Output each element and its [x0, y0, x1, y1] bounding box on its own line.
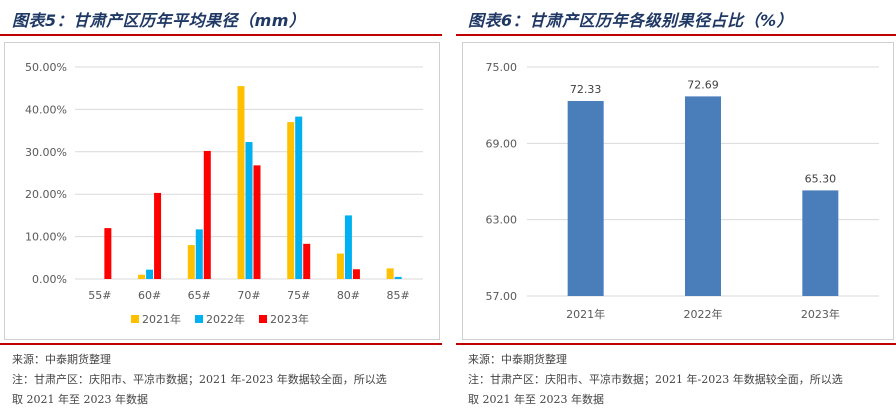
y-tick-label: 0.00% — [32, 273, 67, 286]
x-tick-label: 2021年 — [566, 307, 605, 321]
bar-2022年-65# — [195, 229, 203, 279]
left-title-rule — [0, 34, 442, 36]
bar-2022年-70# — [245, 142, 253, 279]
x-tick-label: 70# — [237, 289, 260, 302]
fruit-diameter-distribution-chart: 0.00% 10.00% 20.00% 30.00% 40.00% 50.00% 55# 60… — [25, 61, 423, 326]
right-source-text: 来源：中泰期货整理 — [468, 353, 567, 366]
left-source-text: 来源：中泰期货整理 — [12, 353, 111, 366]
bar-2022年-80# — [344, 215, 352, 279]
bar-2021年-60# — [138, 274, 146, 279]
right-chart-area: 57.00 63.00 69.00 75.00 72.33 2021年 72.69 2022年… — [462, 42, 894, 340]
bar-2021年-70# — [237, 86, 245, 279]
y-tick-label: 50.00% — [25, 61, 67, 74]
x-tick-label: 85# — [387, 289, 410, 302]
left-notes: 来源：中泰期货整理 注：甘肃产区：庆阳市、平凉市数据；2021 年-2023 年… — [12, 350, 387, 410]
legend-label: 2022年 — [206, 312, 245, 326]
bar-2021年-65# — [187, 245, 195, 279]
y-tick-label: 57.00 — [486, 290, 518, 303]
bar-2021年 — [567, 100, 604, 296]
bar-2023年-70# — [253, 165, 261, 279]
bar-2023年 — [802, 190, 839, 296]
data-label: 65.30 — [805, 172, 837, 185]
right-note-line1: 注：甘肃产区：庆阳市、平凉市数据；2021 年-2023 年数据较全面，所以选 — [468, 373, 843, 386]
x-tick-label: 65# — [188, 289, 211, 302]
right-notes: 来源：中泰期货整理 注：甘肃产区：庆阳市、平凉市数据；2021 年-2023 年… — [468, 350, 843, 410]
y-tick-label: 20.00% — [25, 188, 67, 201]
x-tick-label: 2022年 — [684, 307, 723, 321]
bar-2021年-85# — [386, 268, 394, 279]
x-tick-label: 75# — [287, 289, 310, 302]
data-label: 72.33 — [570, 83, 602, 96]
right-figure-title: 图表6：甘肃产区历年各级别果径占比（%） — [468, 11, 794, 30]
bar-2023年-80# — [352, 269, 360, 279]
bar-2023年-55# — [104, 228, 112, 279]
y-tick-label: 63.00 — [486, 214, 518, 227]
y-tick-label: 75.00 — [486, 61, 518, 74]
right-bottom-rule — [456, 343, 896, 345]
bar-2022年-75# — [295, 116, 303, 279]
bar-2023年-65# — [203, 150, 211, 279]
left-note-line1: 注：甘肃产区：庆阳市、平凉市数据；2021 年-2023 年数据较全面，所以选 — [12, 373, 387, 386]
bar-2022年-85# — [394, 276, 402, 279]
bar-2021年-80# — [336, 253, 344, 279]
data-label: 72.69 — [687, 78, 719, 91]
y-tick-label: 10.00% — [25, 231, 67, 244]
bar-2023年-60# — [154, 192, 162, 279]
bar-2021年-75# — [287, 122, 295, 280]
right-note-line2: 取 2021 年至 2023 年数据 — [468, 393, 604, 406]
left-figure-title: 图表5：甘肃产区历年平均果径（mm） — [12, 11, 306, 30]
legend-swatch — [131, 315, 139, 323]
legend-swatch — [259, 315, 267, 323]
right-title-rule — [456, 34, 896, 36]
bar-2022年-60# — [146, 269, 154, 279]
y-tick-label: 30.00% — [25, 146, 67, 159]
x-tick-label: 55# — [88, 289, 111, 302]
legend-swatch — [195, 315, 203, 323]
x-tick-label: 2023年 — [801, 307, 840, 321]
grade-share-chart: 57.00 63.00 69.00 75.00 72.33 2021年 72.69 2022年… — [486, 61, 879, 321]
x-tick-label: 60# — [138, 289, 161, 302]
left-chart-area: 0.00% 10.00% 20.00% 30.00% 40.00% 50.00% 55# 60… — [4, 42, 440, 340]
y-tick-label: 40.00% — [25, 103, 67, 116]
left-bottom-rule — [0, 343, 442, 345]
legend-label: 2023年 — [270, 312, 309, 326]
y-tick-label: 69.00 — [486, 137, 518, 150]
bar-2023年-75# — [303, 243, 311, 279]
x-tick-label: 80# — [337, 289, 360, 302]
left-note-line2: 取 2021 年至 2023 年数据 — [12, 393, 148, 406]
bar-2022年 — [685, 96, 721, 296]
legend-label: 2021年 — [142, 312, 181, 326]
